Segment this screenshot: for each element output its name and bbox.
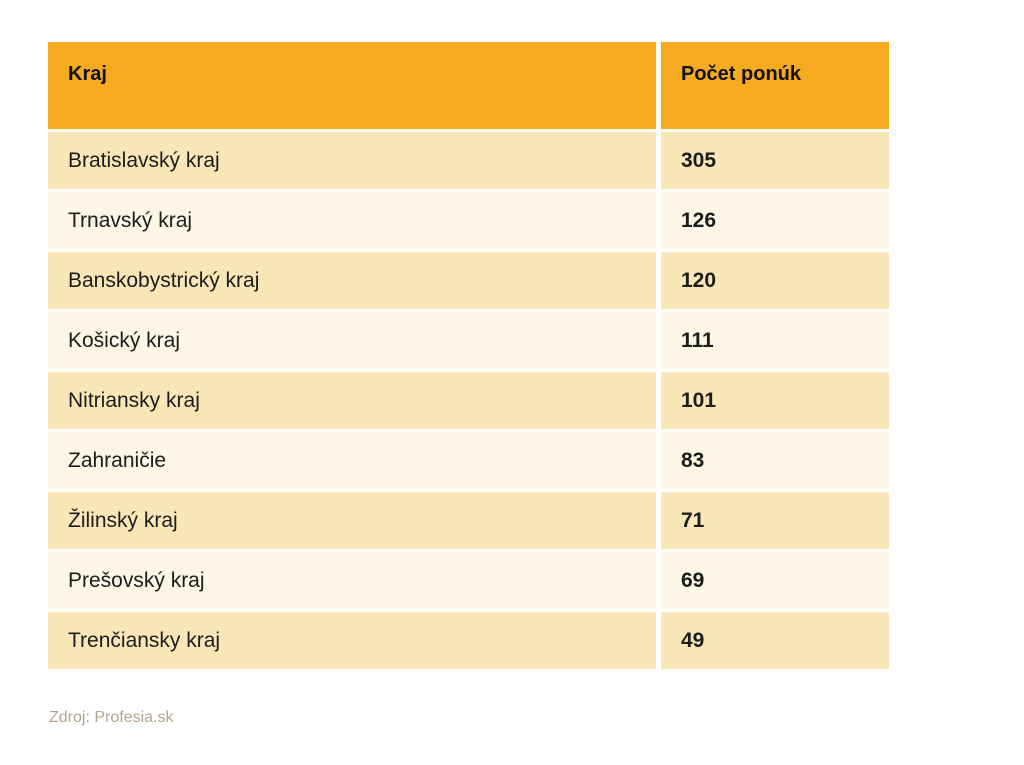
regions-table: Kraj Počet ponúk Bratislavský kraj 305 T… [48, 42, 889, 669]
region-name-cell: Zahraničie [48, 432, 656, 489]
region-count-cell: 120 [661, 252, 889, 309]
region-name-cell: Trnavský kraj [48, 192, 656, 249]
region-count-cell: 49 [661, 612, 889, 669]
region-count-cell: 111 [661, 312, 889, 369]
region-name-cell: Banskobystrický kraj [48, 252, 656, 309]
region-name-cell: Prešovský kraj [48, 552, 656, 609]
region-count-cell: 83 [661, 432, 889, 489]
column-header-pocet-ponuk: Počet ponúk [661, 42, 889, 129]
region-name-cell: Nitriansky kraj [48, 372, 656, 429]
region-count-cell: 69 [661, 552, 889, 609]
region-count-cell: 101 [661, 372, 889, 429]
region-count-cell: 71 [661, 492, 889, 549]
column-header-kraj: Kraj [48, 42, 656, 129]
region-name-cell: Trenčiansky kraj [48, 612, 656, 669]
region-count-cell: 126 [661, 192, 889, 249]
region-name-cell: Košický kraj [48, 312, 656, 369]
region-name-cell: Žilinský kraj [48, 492, 656, 549]
source-caption: Zdroj: Profesia.sk [49, 709, 174, 726]
region-name-cell: Bratislavský kraj [48, 132, 656, 189]
region-count-cell: 305 [661, 132, 889, 189]
